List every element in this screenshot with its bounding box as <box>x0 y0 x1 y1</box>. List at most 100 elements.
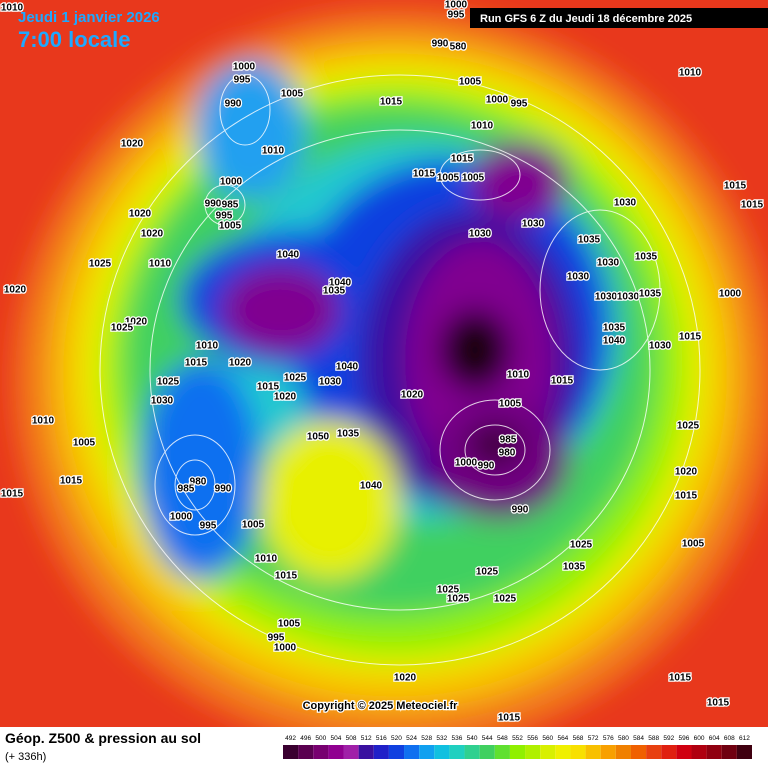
legend-tick-label: 544 <box>482 735 493 742</box>
legend-swatch <box>661 745 677 759</box>
legend-swatch <box>676 745 692 759</box>
isobar-label: 1020 <box>274 392 297 403</box>
isobar-label: 1015 <box>380 97 403 108</box>
isobar-label: 980 <box>190 477 207 488</box>
legend-swatch <box>373 745 389 759</box>
isobar-label: 990 <box>205 199 222 210</box>
isobar-label: 1020 <box>394 673 417 684</box>
legend-tick-label: 540 <box>467 735 478 742</box>
isobar-label: 980 <box>499 448 516 459</box>
legend-tick-label: 584 <box>633 735 644 742</box>
isobar-label: 1030 <box>597 258 620 269</box>
legend-swatch <box>570 745 586 759</box>
legend-swatch <box>630 745 647 759</box>
isobar-label: 990 <box>512 505 529 516</box>
isobar-label: 1000 <box>719 289 742 300</box>
isobar-label: 995 <box>268 633 285 644</box>
isobar-label: 580 <box>450 42 467 53</box>
isobar-label: 1000 <box>445 0 468 11</box>
forecast-date: Jeudi 1 janvier 2026 <box>18 9 160 26</box>
isobar-label: 995 <box>511 99 528 110</box>
legend-tick-label: 552 <box>512 735 523 742</box>
isobar-label: 1005 <box>281 89 304 100</box>
isobar-label: 1050 <box>307 432 330 443</box>
isobar-label: 1030 <box>595 292 618 303</box>
isobar-label: 1030 <box>522 219 545 230</box>
isobar-label: 1025 <box>284 373 307 384</box>
legend-tick-label: 612 <box>739 735 750 742</box>
isobar-label: 1010 <box>471 121 494 132</box>
isobar-label: 1025 <box>447 594 470 605</box>
legend-swatch <box>555 745 571 759</box>
isobar-label: 1025 <box>157 377 180 388</box>
isobar-label: 1010 <box>255 554 278 565</box>
isobar-label: 1030 <box>319 377 342 388</box>
legend-swatch <box>615 745 631 759</box>
legend-swatch <box>343 745 359 759</box>
isobar-label: 995 <box>234 75 251 86</box>
isobar-label: 1035 <box>578 235 601 246</box>
footer-title: Géop. Z500 & pression au sol <box>5 730 201 746</box>
legend-swatch <box>691 745 707 759</box>
legend-tick-label: 536 <box>452 735 463 742</box>
isobar-label: 1030 <box>649 341 672 352</box>
legend-tick-label: 556 <box>527 735 538 742</box>
isobar-label: 1015 <box>413 169 436 180</box>
color-legend: 492 496 500 504 508 512 516 520 524 528 532 536 540 5… <box>283 735 752 759</box>
legend-tick-label: 492 <box>285 735 296 742</box>
isobar-label: 985 <box>222 200 239 211</box>
isobar-label: 1020 <box>4 285 27 296</box>
isobar-label: 1010 <box>149 259 172 270</box>
legend-swatch <box>358 745 374 759</box>
isobar-label: 1030 <box>617 292 640 303</box>
isobar-label: 985 <box>178 484 195 495</box>
isobar-label: 1010 <box>507 370 530 381</box>
legend-tick-label: 588 <box>648 735 659 742</box>
legend-tick-label: 520 <box>391 735 402 742</box>
isobar-label: 1040 <box>277 250 300 261</box>
legend-swatch <box>298 745 314 759</box>
isobar-label: 1015 <box>669 673 692 684</box>
legend-tick-label: 508 <box>346 735 357 742</box>
legend-swatch <box>525 745 541 759</box>
legend-tick-label: 516 <box>376 735 387 742</box>
legend-tick-label: 576 <box>603 735 614 742</box>
legend-tick-label: 592 <box>663 735 674 742</box>
isobar-label: 1030 <box>151 396 174 407</box>
isobar-label: 990 <box>478 461 495 472</box>
legend-swatch <box>646 745 662 759</box>
isobar-label: 1005 <box>278 619 301 630</box>
isobar-label: 1000 <box>455 458 478 469</box>
isobar-label: 1015 <box>551 376 574 387</box>
isobar-label: 1025 <box>437 585 460 596</box>
isobar-label: 1040 <box>360 481 383 492</box>
isobar-label: 1005 <box>499 399 522 410</box>
legend-tick-label: 580 <box>618 735 629 742</box>
isobar-label: 1005 <box>437 173 460 184</box>
isobar-label: 1030 <box>469 229 492 240</box>
run-info: Run GFS 6 Z du Jeudi 18 décembre 2025 <box>480 13 692 25</box>
geopotential-field <box>0 0 768 727</box>
isobar-label: 1010 <box>1 3 24 14</box>
isobar-label: 1015 <box>498 713 521 724</box>
isobar-label: 1035 <box>323 286 346 297</box>
isobar-label: 995 <box>216 211 233 222</box>
legend-swatch <box>328 745 344 759</box>
isobar-label: 1025 <box>476 567 499 578</box>
isobar-label: 1025 <box>677 421 700 432</box>
legend-tick-label: 572 <box>588 735 599 742</box>
legend-tick-label: 528 <box>421 735 432 742</box>
isobar-label: 1000 <box>274 643 297 654</box>
isobar-label: 1025 <box>89 259 112 270</box>
isobar-label: 985 <box>500 435 517 446</box>
legend-swatch <box>721 745 737 759</box>
legend-swatch <box>540 745 556 759</box>
isobar-label: 990 <box>432 39 449 50</box>
isobar-label: 1015 <box>741 200 764 211</box>
isobar-label: 1000 <box>233 62 256 73</box>
isobar-label: 1025 <box>111 323 134 334</box>
isobar-label: 1015 <box>257 382 280 393</box>
isobar-label: 1015 <box>679 332 702 343</box>
isobar-label: 1020 <box>125 317 148 328</box>
